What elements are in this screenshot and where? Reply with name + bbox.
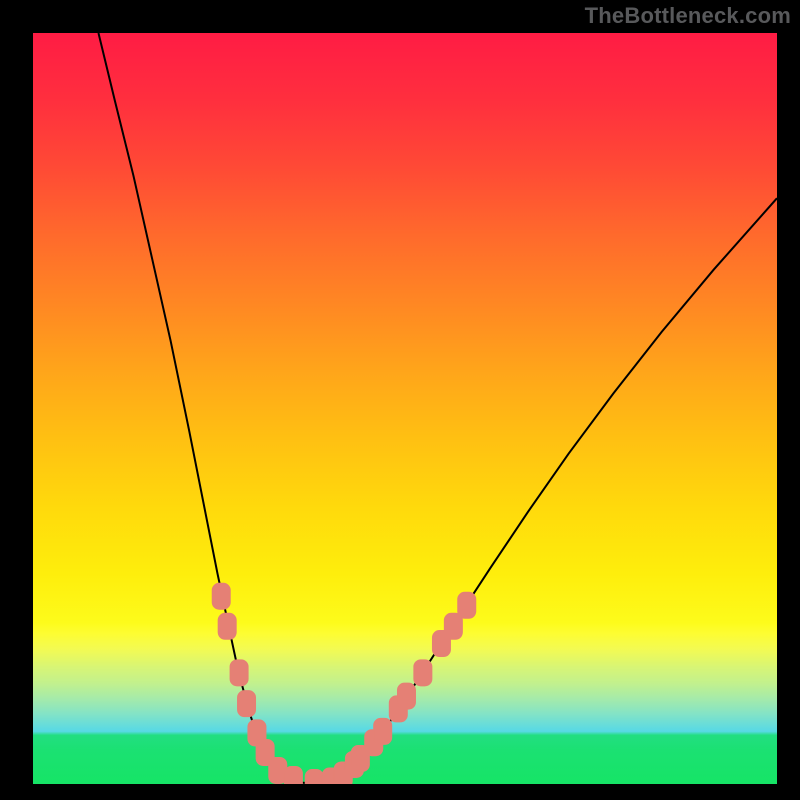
data-marker xyxy=(444,613,462,639)
data-marker xyxy=(374,718,392,744)
data-marker xyxy=(397,683,415,709)
chart-svg xyxy=(33,33,777,784)
marker-group xyxy=(212,583,476,784)
data-marker xyxy=(212,583,230,609)
data-marker xyxy=(284,766,302,784)
data-marker xyxy=(238,691,256,717)
data-marker xyxy=(414,660,432,686)
plot-area xyxy=(33,33,777,784)
data-marker xyxy=(218,613,236,639)
data-marker xyxy=(305,770,323,785)
frame: TheBottleneck.com xyxy=(0,0,800,800)
data-marker xyxy=(230,660,248,686)
bottleneck-curve xyxy=(98,33,777,784)
watermark-text: TheBottleneck.com xyxy=(585,3,791,29)
data-marker xyxy=(458,592,476,618)
